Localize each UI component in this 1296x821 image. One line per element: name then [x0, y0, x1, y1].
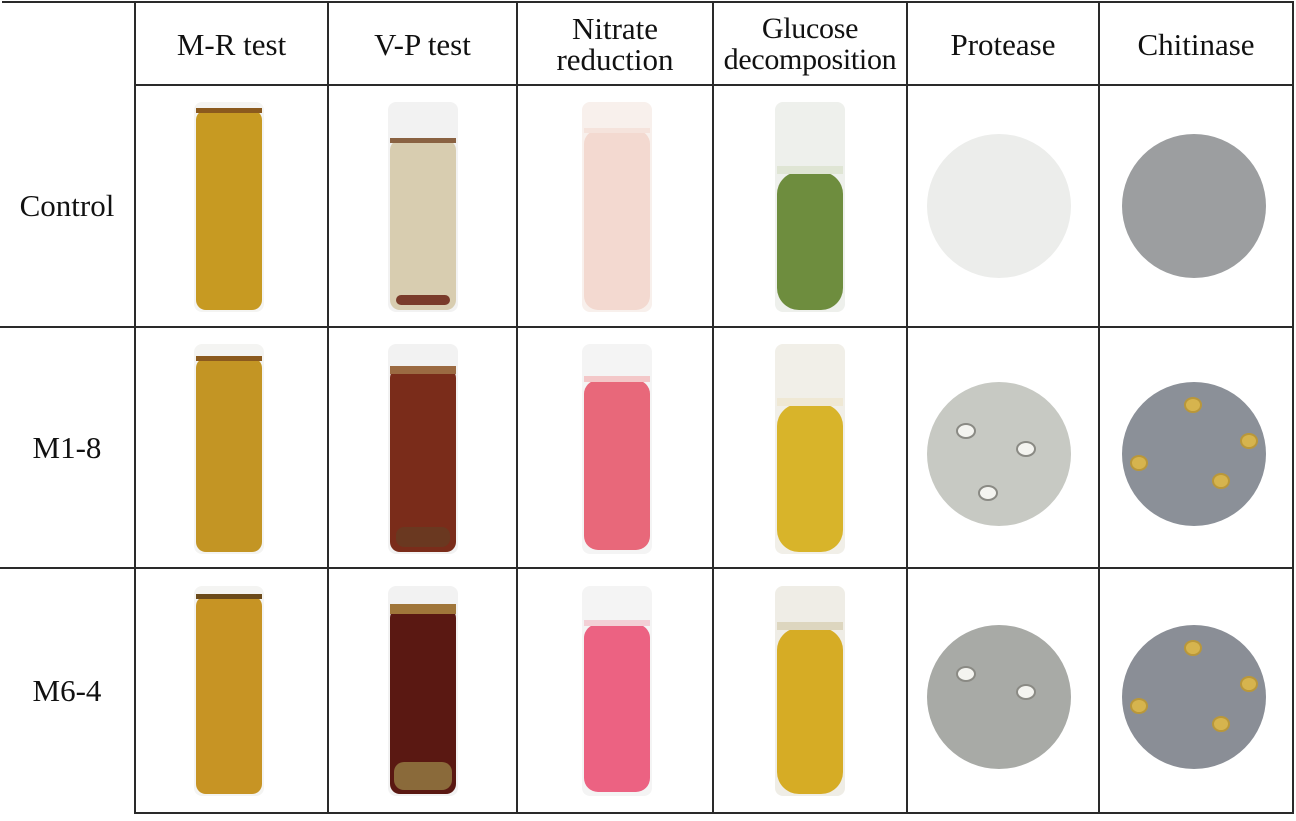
table-border-left: [134, 2, 136, 814]
tube-meniscus: [390, 604, 456, 614]
table-column-divider: [1098, 2, 1100, 814]
tube-liquid: [390, 368, 456, 552]
protease-plate-control: [926, 133, 1072, 279]
tube-meniscus: [584, 128, 650, 133]
table-border-bottom: [134, 812, 1294, 814]
protease-colony: [1016, 684, 1036, 700]
tube-sediment: [394, 762, 452, 790]
chitinase-colony: [1184, 397, 1202, 413]
vp-test-tube-control: [386, 100, 460, 314]
protease-colony: [956, 666, 976, 682]
plate-disc: [927, 382, 1071, 526]
table-column-divider: [712, 2, 714, 814]
tube-meniscus: [390, 366, 456, 374]
tube-liquid: [196, 110, 262, 310]
tube-liquid: [777, 628, 843, 794]
tube-meniscus: [196, 108, 262, 113]
plate-disc: [1122, 625, 1266, 769]
tube-liquid: [777, 404, 843, 552]
protease-colony: [1016, 441, 1036, 457]
chitinase-colony: [1130, 455, 1148, 471]
tube-liquid: [196, 358, 262, 552]
protease-colony: [956, 423, 976, 439]
table-column-divider: [906, 2, 908, 814]
glucose-decomposition-tube-m6-4: [773, 584, 847, 798]
row-label-m1-8: M1-8: [32, 429, 102, 465]
table-header-divider: [134, 84, 1294, 86]
plate-disc: [927, 625, 1071, 769]
table-row-divider: [0, 326, 1294, 328]
chitinase-colony: [1240, 676, 1258, 692]
glucose-decomposition-tube-m1-8: [773, 342, 847, 556]
nitrate-reduction-tube-control: [580, 100, 654, 314]
table-row-divider: [0, 567, 1294, 569]
chitinase-colony: [1212, 473, 1230, 489]
tube-meniscus: [777, 166, 843, 174]
plate-disc: [1122, 382, 1266, 526]
mr-test-tube-control: [192, 100, 266, 314]
vp-test-tube-m6-4: [386, 584, 460, 798]
header-protease: Protease: [950, 26, 1056, 62]
glucose-decomposition-tube-control: [773, 100, 847, 314]
chitinase-colony: [1184, 640, 1202, 656]
header-nitrate-reduction: Nitrate reduction: [556, 11, 674, 77]
chitinase-plate-control: [1121, 133, 1267, 279]
protease-plate-m1-8: [926, 381, 1072, 527]
tube-meniscus: [584, 620, 650, 626]
tube-meniscus: [777, 622, 843, 630]
nitrate-reduction-tube-m6-4: [580, 584, 654, 798]
header-chitinase: Chitinase: [1137, 26, 1255, 62]
protease-plate-m6-4: [926, 624, 1072, 770]
tube-liquid: [390, 608, 456, 794]
plate-disc: [927, 134, 1071, 278]
header-glucose-decomposition: Glucose decomposition: [723, 12, 897, 76]
protease-colony: [978, 485, 998, 501]
row-label-control: Control: [19, 188, 115, 223]
table-column-divider: [516, 2, 518, 814]
chitinase-colony: [1212, 716, 1230, 732]
tube-liquid: [584, 624, 650, 792]
tube-sediment: [396, 295, 450, 305]
tube-meniscus: [777, 398, 843, 406]
tube-sediment: [396, 527, 450, 547]
table-column-divider: [327, 2, 329, 814]
tube-meniscus: [196, 594, 262, 599]
tube-liquid: [584, 380, 650, 550]
table-border-top: [2, 1, 1294, 3]
header-mr-test: M-R test: [176, 26, 287, 62]
tube-liquid: [777, 172, 843, 310]
chitinase-colony: [1130, 698, 1148, 714]
chitinase-plate-m1-8: [1121, 381, 1267, 527]
vp-test-tube-m1-8: [386, 342, 460, 556]
chitinase-plate-m6-4: [1121, 624, 1267, 770]
tube-meniscus: [390, 138, 456, 143]
chitinase-colony: [1240, 433, 1258, 449]
row-label-m6-4: M6-4: [32, 672, 102, 708]
tube-meniscus: [196, 356, 262, 361]
nitrate-reduction-tube-m1-8: [580, 342, 654, 556]
plate-disc: [1122, 134, 1266, 278]
tube-meniscus: [584, 376, 650, 382]
table-border-right: [1292, 2, 1294, 814]
tube-liquid: [584, 130, 650, 310]
mr-test-tube-m6-4: [192, 584, 266, 798]
tube-liquid: [390, 140, 456, 310]
header-vp-test: V-P test: [374, 26, 471, 62]
tube-liquid: [196, 596, 262, 794]
mr-test-tube-m1-8: [192, 342, 266, 556]
